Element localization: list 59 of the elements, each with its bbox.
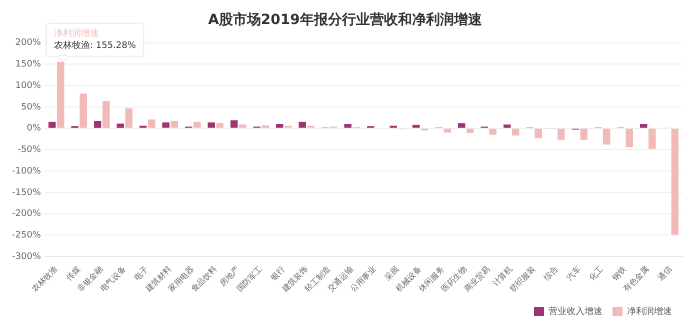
bar <box>580 128 588 140</box>
x-tick-label: 化工 <box>588 264 606 282</box>
bar <box>170 121 178 128</box>
bar <box>276 124 284 128</box>
bar <box>534 128 542 138</box>
bar <box>162 122 170 128</box>
bar <box>208 122 215 128</box>
y-tick-label: -200% <box>12 209 42 220</box>
y-tick-label: -250% <box>12 230 42 241</box>
bar <box>125 108 132 128</box>
bar <box>48 122 56 128</box>
bar <box>603 128 610 145</box>
bar <box>262 125 269 128</box>
y-tick-label: -300% <box>12 252 42 262</box>
x-tick-label: 电子 <box>132 264 150 282</box>
x-tick-label: 综合 <box>542 264 560 282</box>
bar <box>102 100 110 128</box>
y-tick-label: -50% <box>18 145 42 156</box>
bar <box>239 124 246 128</box>
y-tick-label: 100% <box>15 80 42 91</box>
bar <box>298 122 306 128</box>
x-tick-label: 采掘 <box>382 264 400 282</box>
y-tick-label: -150% <box>12 188 42 198</box>
bar <box>626 128 634 148</box>
x-tick-label: 钢铁 <box>610 264 628 283</box>
legend-label: 净利润增速 <box>627 306 672 317</box>
bar <box>80 94 87 128</box>
y-tick-label: 200% <box>15 38 42 48</box>
bar <box>194 122 201 128</box>
bar <box>671 128 679 235</box>
bar <box>648 128 656 149</box>
bar <box>116 124 124 128</box>
x-tick-label: 通信 <box>656 264 674 282</box>
y-tick-label: 150% <box>15 60 42 70</box>
legend-label: 营业收入增速 <box>548 306 602 317</box>
bar <box>489 128 497 135</box>
x-tick-label: 银行 <box>268 264 287 283</box>
bar <box>503 124 511 128</box>
y-tick-label: -100% <box>12 166 42 176</box>
bar <box>558 128 565 140</box>
annotation: 农林牧渔: 155.28% <box>54 40 136 51</box>
x-tick-label: 国防军工 <box>235 264 264 294</box>
bar <box>230 120 238 128</box>
bar <box>512 128 520 136</box>
bar <box>94 121 102 128</box>
annotation: 净利润增速 <box>54 28 99 39</box>
x-tick-label: 汽车 <box>564 264 583 282</box>
bar <box>412 124 420 128</box>
chart-title: A股市场2019年报分行业营收和净利润增速 <box>208 11 483 28</box>
bar <box>148 119 156 128</box>
y-tick-label: 0% <box>26 124 42 134</box>
bar <box>466 128 474 134</box>
y-tick-label: 50% <box>20 102 42 112</box>
bar <box>344 124 352 128</box>
bar <box>458 123 466 128</box>
bar <box>640 124 648 128</box>
x-tick-label: 农林牧渔 <box>30 264 60 294</box>
bar <box>216 123 224 128</box>
x-tick-label: 传媒 <box>64 264 82 282</box>
